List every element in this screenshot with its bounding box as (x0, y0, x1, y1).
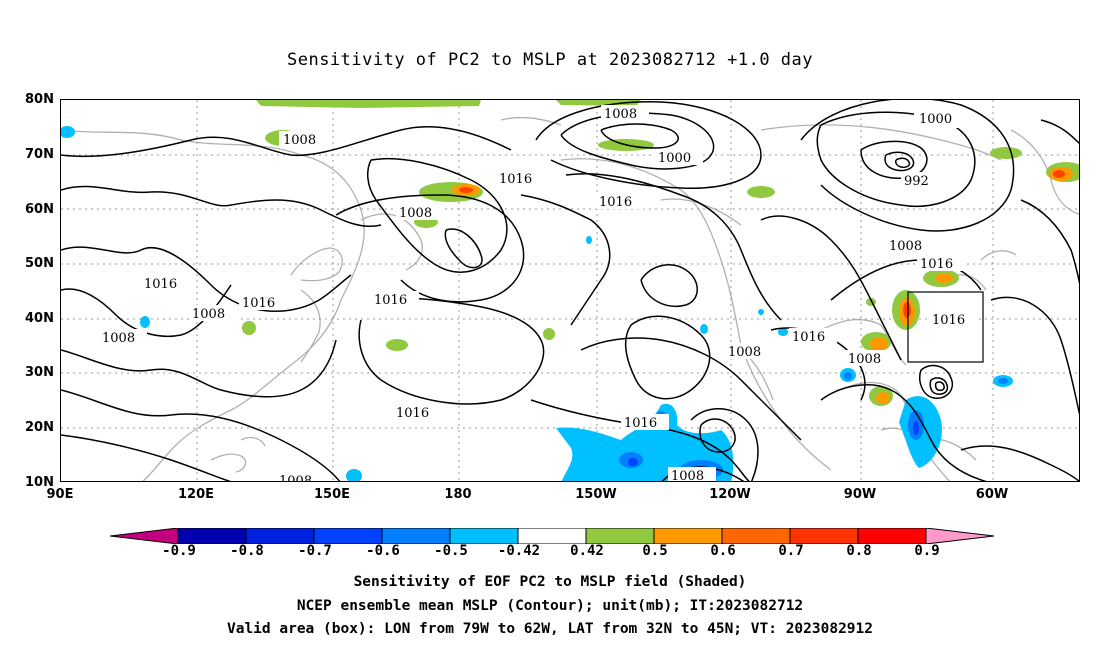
contour-label: 1016 (396, 406, 429, 421)
lon-label-180: 180 (444, 487, 472, 502)
colorbar-label: 0.7 (778, 543, 804, 559)
lat-label-40n: 40N (25, 311, 54, 326)
colorbar-segment (789, 527, 859, 545)
colorbar-label: 0.5 (642, 543, 668, 559)
contour-label: 1008 (279, 474, 312, 482)
colorbar-cap-low (109, 527, 179, 545)
map-title: Sensitivity of PC2 to MSLP at 2023082712… (286, 50, 813, 70)
colorbar-label: -0.9 (162, 543, 196, 559)
lon-label-90w: 90W (843, 487, 877, 502)
contour-label: 1008 (671, 469, 704, 482)
colorbar-label: 0.6 (710, 543, 736, 559)
colorbar-segment (721, 527, 791, 545)
map-canvas: 1008 1008 1000 1016 1016 1008 1016 1016 … (61, 100, 1079, 482)
contour-label-group: 1008 1008 1000 1016 1016 1008 1016 1016 … (99, 105, 977, 482)
colorbar-cap-high (925, 527, 995, 545)
contour-label: 1008 (889, 239, 922, 254)
contour-label: 1016 (920, 257, 953, 272)
lat-label-30n: 30N (25, 365, 54, 380)
contour-label: 1008 (848, 352, 881, 367)
colorbar-segment (245, 527, 315, 545)
colorbar-segment (517, 527, 587, 545)
contour-label: 1016 (374, 293, 407, 308)
contour-label: 1008 (604, 107, 637, 122)
caption-line-3: Valid area (box): LON from 79W to 62W, L… (226, 621, 873, 637)
lon-label-90e: 90E (46, 487, 74, 502)
colorbar-segment (449, 527, 519, 545)
contour-label: 1016 (599, 195, 632, 210)
map-panel: 1008 1008 1000 1016 1016 1008 1016 1016 … (60, 99, 1080, 482)
contour-label: 1016 (242, 296, 275, 311)
contour-label: 1000 (658, 151, 691, 166)
colorbar-svg (109, 527, 995, 545)
lat-label-60n: 60N (25, 202, 54, 217)
contour-label: 1016 (624, 416, 657, 431)
colorbar-label: -0.8 (230, 543, 264, 559)
colorbar-label: -0.5 (434, 543, 468, 559)
colorbar-segment (585, 527, 655, 545)
lon-label-120w: 120W (709, 487, 751, 502)
contour-label: 1000 (919, 112, 952, 127)
lon-label-60w: 60W (975, 487, 1009, 502)
lat-label-50n: 50N (25, 256, 54, 271)
lon-label-150e: 150E (313, 487, 351, 502)
contour-label: 1008 (283, 133, 316, 148)
colorbar-label: -0.42 (497, 543, 541, 559)
colorbar-segment (313, 527, 383, 545)
colorbar (109, 527, 995, 548)
shaded-positive (242, 100, 1079, 406)
colorbar-segment (653, 527, 723, 545)
lat-label-80n: 80N (25, 92, 54, 107)
contour-label: 1016 (499, 172, 532, 187)
contour-label: 1016 (932, 313, 965, 328)
caption-line-1: Sensitivity of EOF PC2 to MSLP field (Sh… (353, 574, 747, 590)
contour-label: 992 (904, 174, 929, 189)
contour-label: 1016 (144, 277, 177, 292)
colorbar-label: 0.9 (914, 543, 940, 559)
caption-line-2: NCEP ensemble mean MSLP (Contour); unit(… (296, 598, 804, 614)
colorbar-segment (177, 527, 247, 545)
contour-label: 1008 (399, 206, 432, 221)
contour-label: 1008 (102, 331, 135, 346)
shaded-orange (452, 167, 1073, 404)
colorbar-label: -0.6 (366, 543, 400, 559)
contour-label: 1016 (792, 330, 825, 345)
colorbar-label: 0.42 (570, 543, 604, 559)
contour-label: 1008 (192, 307, 225, 322)
shaded-red (459, 170, 1065, 318)
mslp-contours (61, 100, 1079, 481)
colorbar-label: -0.7 (298, 543, 332, 559)
lat-label-70n: 70N (25, 147, 54, 162)
colorbar-segment (381, 527, 451, 545)
valid-area-box (907, 291, 984, 363)
lon-label-120e: 120E (177, 487, 215, 502)
colorbar-label: 0.8 (846, 543, 872, 559)
lat-label-10n: 10N (25, 475, 54, 490)
contour-label: 1008 (728, 345, 761, 360)
lat-label-20n: 20N (25, 420, 54, 435)
lon-label-150w: 150W (575, 487, 617, 502)
colorbar-segment (857, 527, 927, 545)
